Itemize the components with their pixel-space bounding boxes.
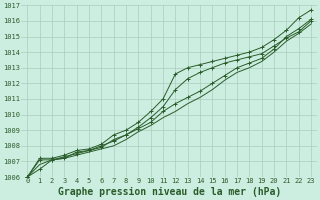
X-axis label: Graphe pression niveau de la mer (hPa): Graphe pression niveau de la mer (hPa) [58,187,281,197]
